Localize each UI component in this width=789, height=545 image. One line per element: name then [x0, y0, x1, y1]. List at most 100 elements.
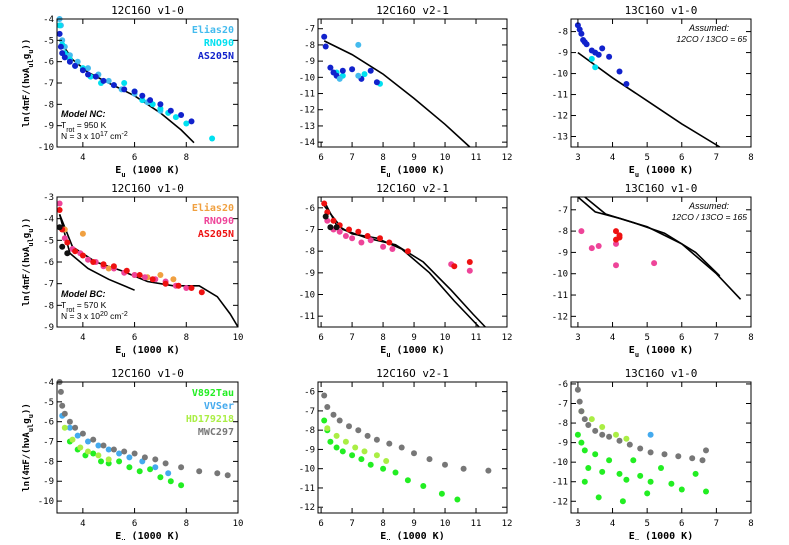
- data-point: [175, 282, 182, 289]
- x-axis-label: Eu (1000 K): [115, 531, 179, 540]
- x-axis-label-text: E: [380, 345, 386, 356]
- data-point: [66, 424, 73, 431]
- legend-entry: AS205N: [198, 229, 234, 240]
- data-point: [389, 246, 396, 252]
- data-point: [576, 398, 583, 405]
- y-tick-label: -10: [299, 73, 315, 83]
- chart-title: 13C16O v1-0: [625, 182, 698, 195]
- annotation-line-text: cm: [108, 311, 122, 321]
- legend-entry: MWC297: [198, 427, 234, 438]
- data-point: [592, 64, 599, 71]
- data-point: [162, 280, 169, 287]
- y-tick-label: -10: [299, 291, 315, 301]
- x-axis-label: Eu (1000 K): [115, 165, 179, 179]
- data-point: [66, 58, 73, 65]
- y-tick-label: -12: [299, 106, 315, 116]
- y-tick-label: -6: [304, 388, 315, 398]
- x-axis-label: Eu (1000 K): [380, 345, 444, 359]
- data-point: [373, 436, 380, 443]
- x-tick-label: 11: [471, 519, 482, 529]
- data-point: [466, 267, 473, 274]
- data-point: [364, 432, 371, 439]
- y-tick-label: -9: [43, 477, 54, 487]
- data-point: [178, 112, 185, 118]
- data-point: [349, 66, 356, 73]
- data-point: [157, 105, 164, 112]
- data-point: [188, 118, 195, 125]
- x-axis-label-subscript: u: [635, 171, 639, 179]
- data-point: [651, 260, 658, 267]
- x-tick-label: 7: [349, 153, 354, 163]
- data-point: [100, 261, 107, 268]
- data-point: [352, 444, 359, 451]
- x-tick-label: 4: [610, 333, 615, 343]
- annotation-line-text: N = 3 x 10: [61, 131, 100, 141]
- data-point: [377, 235, 383, 242]
- y-tick-label: -9: [304, 57, 315, 67]
- x-tick-label: 10: [440, 153, 451, 163]
- annotation-line-superscript: 17: [100, 131, 108, 138]
- data-point: [56, 207, 63, 213]
- x-tick-label: 8: [380, 153, 385, 163]
- data-point: [336, 228, 343, 235]
- data-point: [599, 431, 606, 438]
- y-tick-label: -9: [43, 122, 54, 132]
- data-point: [72, 424, 79, 431]
- data-point: [131, 450, 138, 457]
- y-axis-label: ln(4πF/(hνAulgu)): [22, 403, 35, 492]
- data-point: [322, 43, 329, 50]
- data-point: [121, 448, 128, 455]
- x-tick-label: 12: [502, 333, 513, 343]
- x-tick-label: 11: [471, 333, 482, 343]
- data-point: [574, 431, 581, 438]
- data-point: [85, 71, 91, 78]
- annotation-line-text: = 950 K: [74, 120, 106, 130]
- data-point: [420, 483, 427, 489]
- data-point: [626, 441, 633, 448]
- data-point: [152, 464, 159, 471]
- y-tick-label: -10: [552, 458, 568, 468]
- annotation-line-text: T: [61, 300, 66, 310]
- data-point: [90, 450, 97, 457]
- data-point: [327, 64, 334, 71]
- data-point: [613, 431, 619, 438]
- data-point: [321, 417, 328, 424]
- x-axis-label-text: E: [629, 165, 635, 176]
- data-point: [333, 444, 340, 451]
- legend-entry: VVSer: [204, 401, 234, 412]
- data-point: [606, 433, 613, 440]
- data-point: [339, 448, 346, 455]
- chart-title: 12C16O v2-1: [376, 367, 449, 380]
- data-point: [198, 289, 205, 296]
- chart-title: 13C16O v1-0: [625, 4, 698, 17]
- y-tick-label: -4: [43, 15, 54, 25]
- data-point: [172, 114, 179, 121]
- data-point: [367, 461, 374, 468]
- chart-title: 12C16O v2-1: [376, 4, 449, 17]
- x-tick-label: 11: [471, 153, 482, 163]
- data-point: [588, 55, 595, 62]
- x-tick-label: 3: [575, 333, 580, 343]
- data-point: [321, 392, 328, 399]
- panel-7: 4 6 8 10 -4 -5 -6 -7 -8 -9 -10 12C16O v1-0 Eu (1000 …: [22, 367, 243, 545]
- data-point: [342, 438, 349, 445]
- data-point: [637, 472, 644, 479]
- data-point: [149, 276, 156, 283]
- data-point: [110, 446, 117, 453]
- annotation-line-superscript: -2: [121, 131, 127, 138]
- data-point: [367, 237, 374, 244]
- x-tick-label: 8: [380, 519, 385, 529]
- data-point: [623, 476, 630, 483]
- annotation-line: Trot = 950 K: [61, 120, 107, 134]
- data-point: [613, 240, 619, 247]
- x-axis-label-unit: (1000 K): [126, 165, 180, 176]
- x-axis-label-text: E: [115, 531, 121, 540]
- data-point: [442, 461, 448, 468]
- y-axis-label-text: g: [22, 54, 32, 59]
- x-axis-label: Eu (1000 K): [115, 345, 179, 359]
- data-point: [647, 431, 654, 438]
- x-tick-label: 8: [184, 333, 189, 343]
- data-point: [57, 43, 64, 50]
- x-tick-label: 5: [644, 153, 649, 163]
- x-axis-label-subscript: u: [121, 351, 125, 359]
